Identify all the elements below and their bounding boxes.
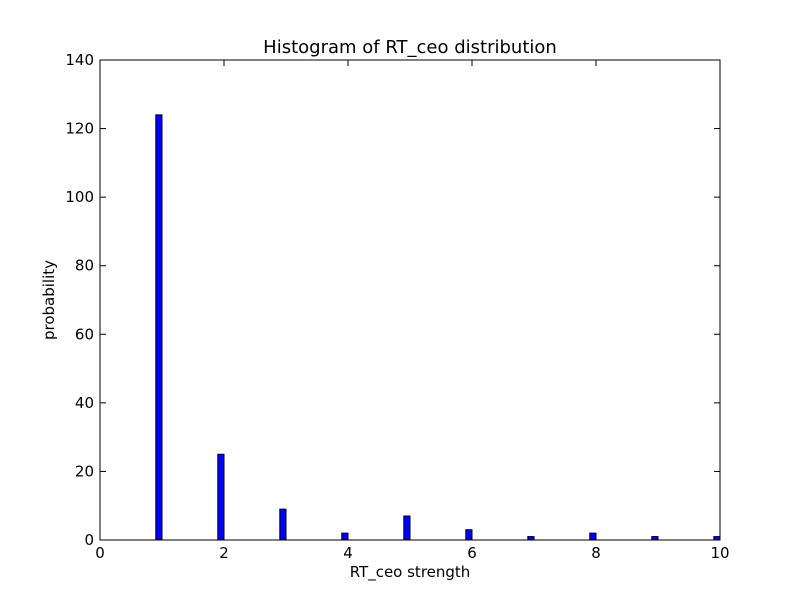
bar-2 xyxy=(217,453,225,541)
x-tick-label: 6 xyxy=(467,544,477,562)
x-axis-label: RT_ceo strength xyxy=(350,563,471,582)
bar-3 xyxy=(279,508,287,541)
y-tick-label: 0 xyxy=(84,531,94,549)
x-tick-label: 0 xyxy=(95,544,105,562)
bar-8 xyxy=(589,532,597,541)
y-tick-label: 20 xyxy=(75,462,94,480)
x-tick-label: 2 xyxy=(219,544,229,562)
bar-1 xyxy=(155,114,163,541)
bar-6 xyxy=(465,529,473,541)
bar-4 xyxy=(341,532,349,541)
bars-group xyxy=(155,114,721,541)
y-axis-label: probability xyxy=(40,260,58,340)
y-tick-label: 120 xyxy=(65,120,94,138)
bar-9 xyxy=(651,536,659,541)
chart-title: Histogram of RT_ceo distribution xyxy=(263,37,557,58)
y-tick-label: 80 xyxy=(75,257,94,275)
bar-10 xyxy=(713,536,721,541)
y-tick-label: 40 xyxy=(75,394,94,412)
x-tick-label: 8 xyxy=(591,544,601,562)
x-tick-label: 4 xyxy=(343,544,353,562)
bar-5 xyxy=(403,515,411,541)
y-tick-label: 140 xyxy=(65,51,94,69)
x-tick-label: 10 xyxy=(710,544,729,562)
y-tick-label: 60 xyxy=(75,325,94,343)
y-tick-label: 100 xyxy=(65,188,94,206)
bar-7 xyxy=(527,536,535,541)
plot-frame xyxy=(99,59,721,541)
